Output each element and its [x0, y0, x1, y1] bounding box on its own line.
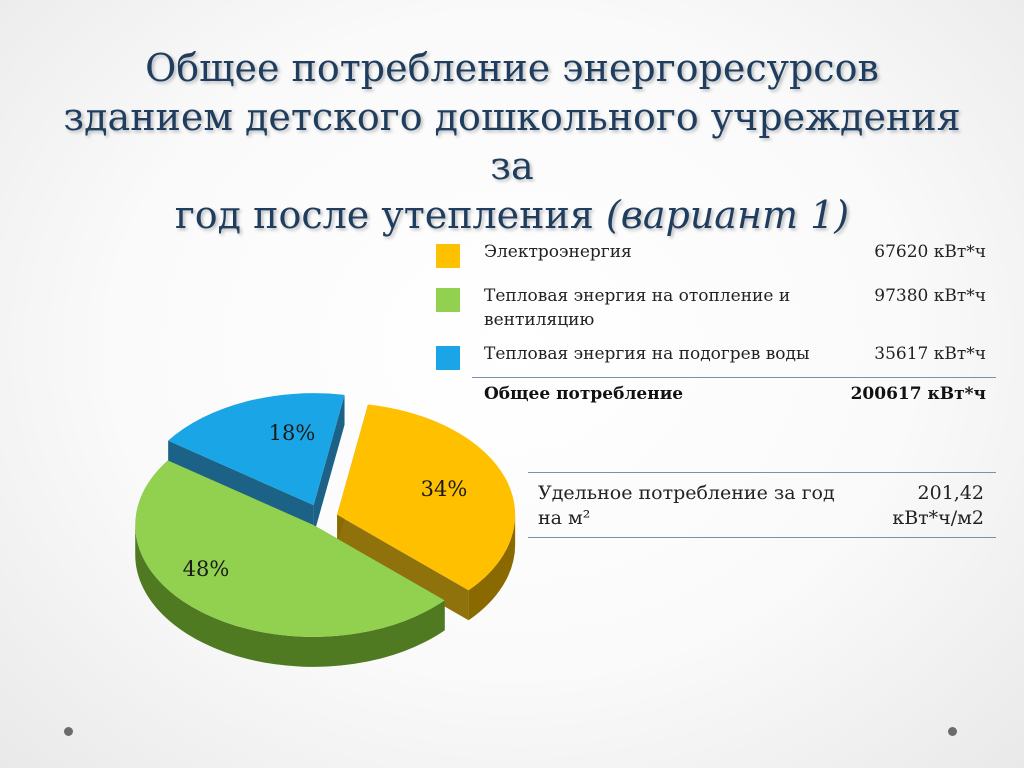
title-line-1: Общее потребление энергоресурсов: [145, 46, 879, 90]
title-line-3: год после утепления (вариант 1): [40, 191, 984, 240]
pie-slice-hot-water: [168, 393, 345, 506]
pie-label-hot-water: 18%: [269, 421, 316, 445]
pie-cut-electricity-1: [337, 514, 469, 621]
specific-value-unit: кВт*ч/м2: [892, 507, 984, 529]
legend-value: 35617 кВт*ч: [874, 344, 986, 364]
legend-value: 67620 кВт*ч: [874, 242, 986, 262]
pie-label-heating: 48%: [183, 557, 230, 581]
legend-label: Тепловая энергия на отопление и вентиляц…: [484, 286, 791, 330]
specific-consumption-label: Удельное потребление за год на м²: [538, 482, 835, 529]
pie-side-heating: [135, 524, 445, 667]
legend-swatch-electricity: [436, 244, 460, 268]
pie-label-electricity: 34%: [421, 477, 468, 501]
legend-swatch-hot-water: [436, 346, 460, 370]
nav-dot-right: [948, 727, 957, 736]
pie-cut-hot-water-1: [313, 394, 345, 536]
title-variant: (вариант 1): [605, 193, 850, 237]
legend-divider: [472, 377, 996, 378]
legend-value: 97380 кВт*ч: [874, 286, 986, 306]
title-line-2: зданием детского дошкольного учреждения …: [63, 95, 961, 188]
nav-dot-left: [64, 727, 73, 736]
title-line-3-main: год после утепления: [174, 193, 606, 237]
legend-label: Электроэнергия: [484, 242, 632, 262]
specific-value-number: 201,42: [917, 482, 984, 504]
specific-consumption: Удельное потребление за год на м² 201,42…: [528, 472, 996, 538]
total-label: Общее потребление: [484, 384, 684, 404]
legend-label: Тепловая энергия на подогрев воды: [484, 344, 810, 364]
specific-consumption-value: 201,42 кВт*ч/м2: [892, 481, 984, 531]
pie-slice-electricity: [337, 404, 516, 591]
pie-slice-heating: [135, 460, 445, 637]
page-title: Общее потребление энергоресурсов зданием…: [40, 44, 984, 240]
pie-side-electricity: [468, 514, 516, 621]
legend-swatch-heating: [436, 288, 460, 312]
total-value: 200617 кВт*ч: [850, 384, 986, 404]
